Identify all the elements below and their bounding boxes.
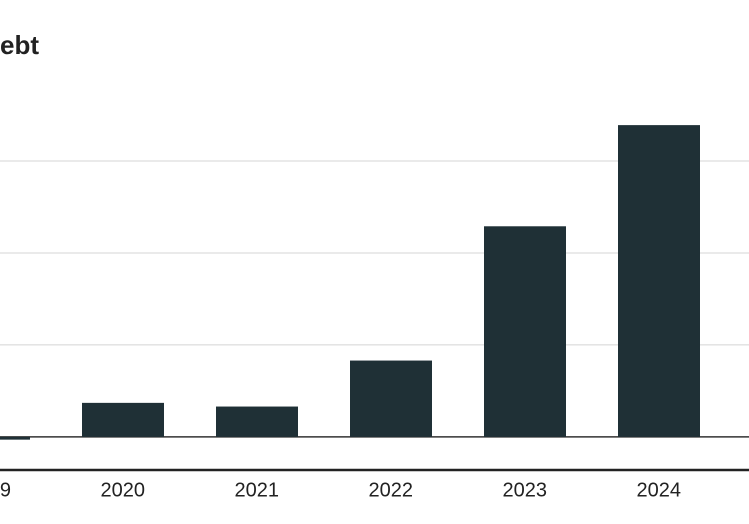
bar	[618, 125, 700, 437]
bar	[484, 226, 566, 437]
bar	[0, 436, 30, 440]
bar	[82, 402, 164, 437]
x-tick-label: 2022	[369, 479, 414, 501]
bar	[350, 360, 432, 437]
chart-title: ebt	[0, 30, 39, 60]
x-tick-label: 2023	[503, 479, 548, 501]
x-tick-label: 2024	[637, 479, 682, 501]
bar	[216, 406, 298, 437]
x-tick-label: 9	[0, 479, 11, 501]
x-tick-label: 2020	[101, 479, 146, 501]
x-tick-label: 2021	[235, 479, 280, 501]
